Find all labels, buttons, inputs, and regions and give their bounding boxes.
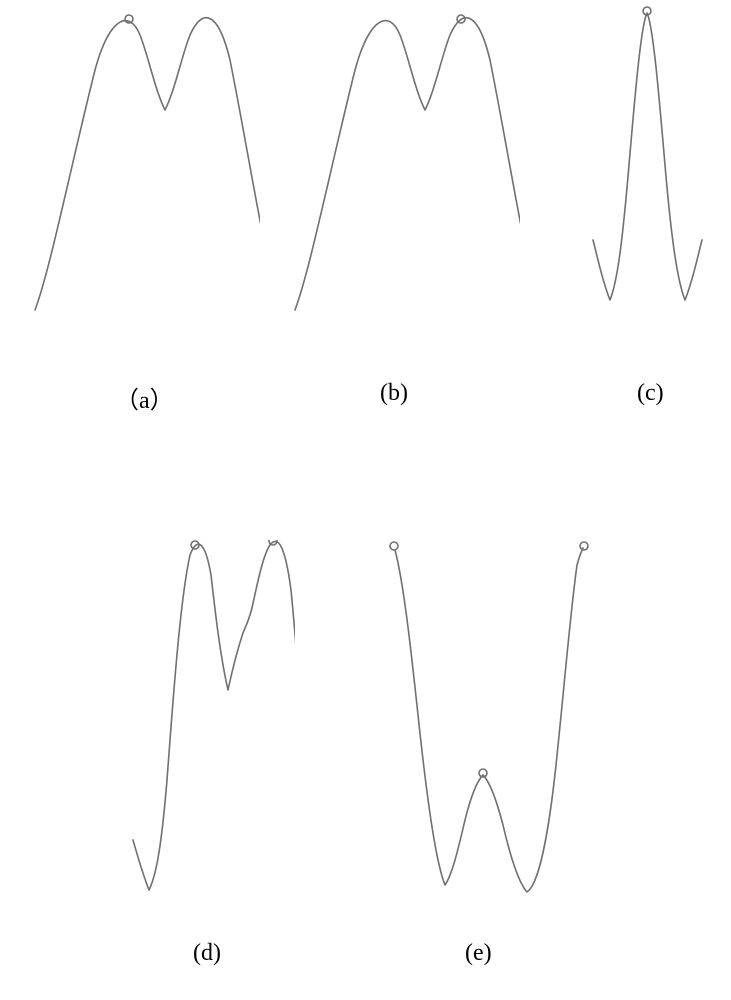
panel-a-svg	[20, 10, 260, 320]
panel-a-curve	[35, 18, 260, 310]
panel-b-label: (b)	[380, 380, 408, 407]
peak-marker	[580, 542, 588, 550]
panel-c-curve	[593, 13, 702, 300]
panel-e	[370, 540, 590, 910]
panel-d-svg	[115, 540, 295, 910]
panel-d-label: (d)	[193, 940, 221, 967]
panel-d	[115, 540, 295, 910]
panel-e-label: (e)	[465, 940, 492, 967]
figure-page: （a） (b) (c) (d) (e)	[0, 0, 731, 1000]
panel-b-curve	[295, 18, 520, 310]
panel-b-svg	[280, 10, 520, 320]
panel-e-curve	[395, 548, 583, 892]
panel-a	[20, 10, 260, 320]
panel-d-curve	[133, 541, 295, 895]
peak-marker	[390, 542, 398, 550]
panel-a-label: （a）	[115, 380, 174, 415]
panel-b	[280, 10, 520, 320]
panel-e-svg	[370, 540, 590, 910]
panel-c	[585, 5, 705, 325]
panel-c-label: (c)	[637, 380, 664, 407]
panel-c-svg	[585, 5, 705, 325]
